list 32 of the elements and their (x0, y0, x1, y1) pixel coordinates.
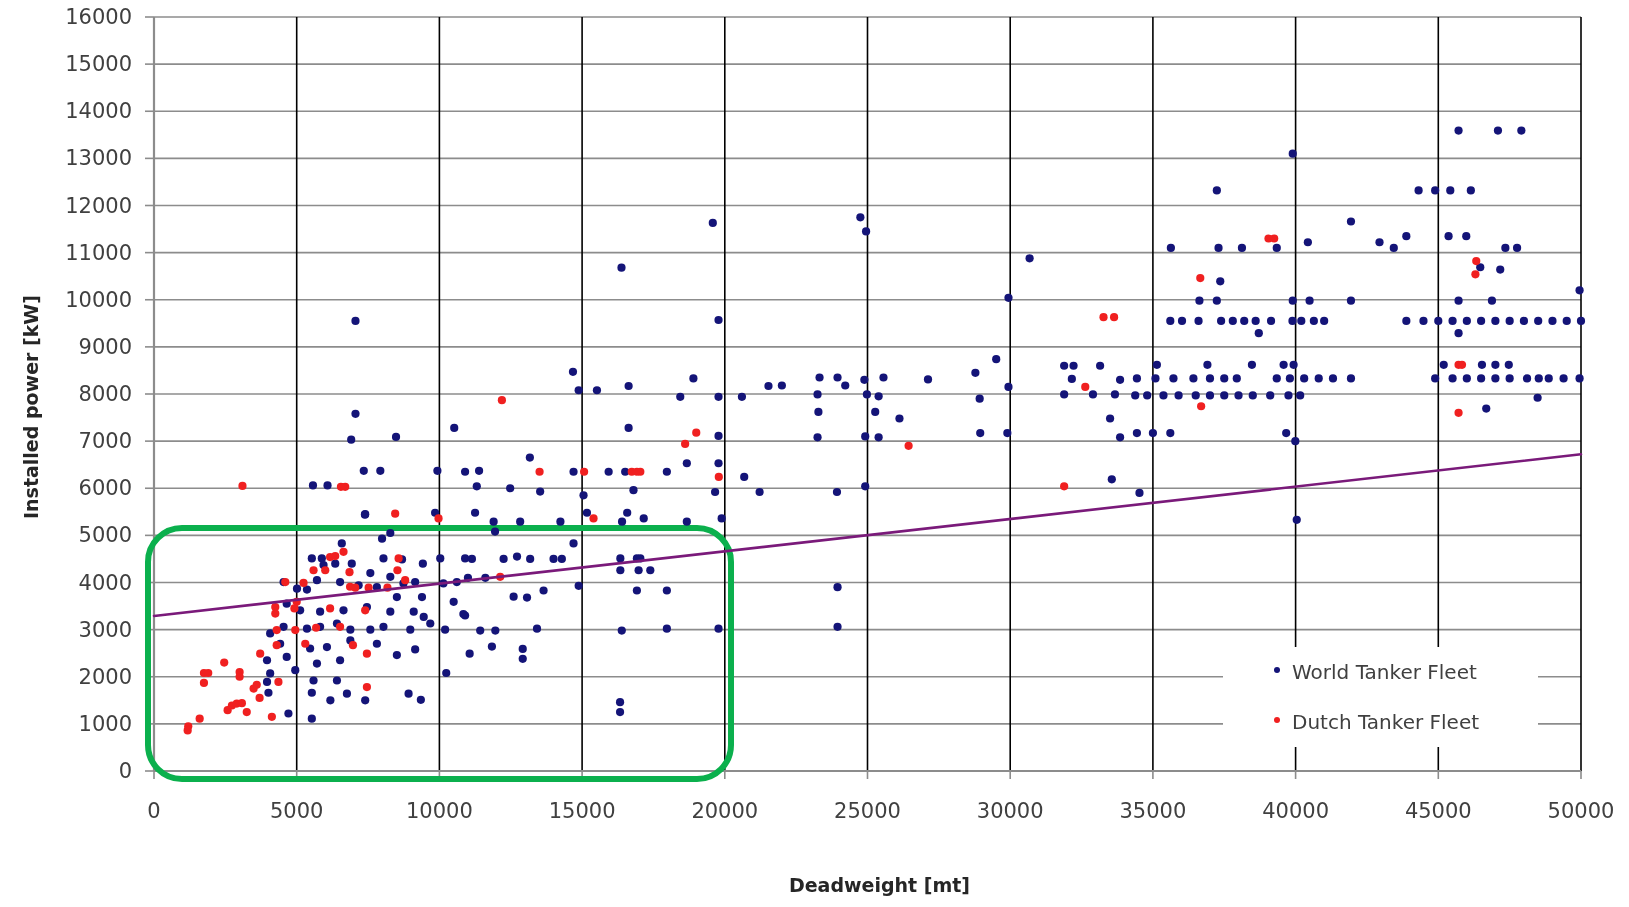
y-tick-label: 2000 (78, 664, 132, 689)
x-tick-label: 20000 (691, 799, 759, 823)
y-tick-label: 13000 (65, 146, 132, 171)
x-tick-label: 0 (147, 799, 161, 823)
x-tick-label: 10000 (405, 799, 473, 823)
x-tick-label: 15000 (548, 799, 616, 823)
y-tick-label: 5000 (78, 523, 132, 548)
y-tick-label: 4000 (78, 570, 132, 595)
y-tick-label: 3000 (78, 617, 132, 642)
x-tick-label: 40000 (1262, 799, 1330, 823)
y-tick-label: 0 (118, 759, 132, 783)
y-tick-label: 9000 (78, 334, 132, 359)
y-axis-title: Installed power [kW] (20, 295, 42, 519)
x-tick-label: 25000 (834, 799, 901, 823)
y-tick-label: 14000 (65, 99, 132, 124)
legend-label: Dutch Tanker Fleet (1292, 710, 1480, 734)
x-tick-label: 5000 (269, 799, 324, 823)
x-tick-label: 50000 (1547, 799, 1615, 823)
y-tick-label: 12000 (65, 193, 132, 218)
y-tick-label: 16000 (65, 5, 132, 29)
x-tick-label: 35000 (1119, 799, 1187, 823)
x-tick-label: 45000 (1404, 799, 1472, 823)
y-tick-label: 1000 (78, 711, 132, 736)
y-tick-label: 15000 (65, 52, 132, 77)
y-tick-label: 6000 (78, 476, 132, 501)
y-tick-label: 11000 (65, 240, 132, 265)
x-axis-title: Deadweight [mt] (788, 874, 971, 896)
x-tick-label: 30000 (976, 799, 1044, 823)
y-tick-label: 8000 (78, 382, 132, 406)
legend-label: World Tanker Fleet (1292, 660, 1477, 684)
y-tick-label: 10000 (65, 287, 132, 312)
y-tick-label: 7000 (78, 429, 132, 454)
